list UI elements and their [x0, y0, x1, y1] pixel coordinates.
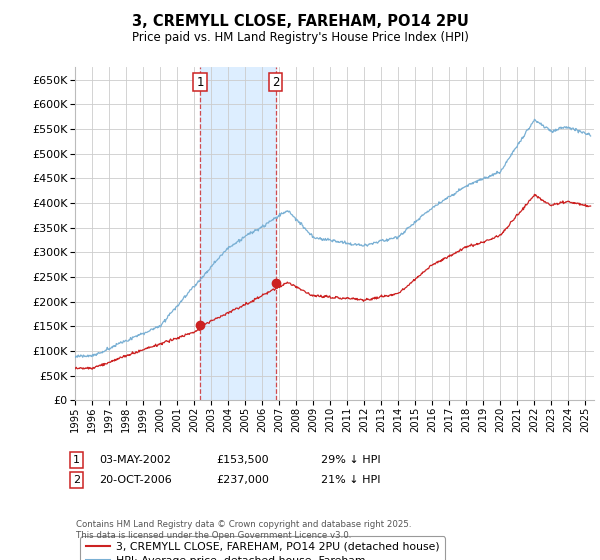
- Text: 2: 2: [73, 475, 80, 485]
- Text: £153,500: £153,500: [216, 455, 269, 465]
- Text: 29% ↓ HPI: 29% ↓ HPI: [321, 455, 380, 465]
- Bar: [200, 67, 276, 400]
- Text: 1: 1: [73, 455, 80, 465]
- Text: 03-MAY-2002: 03-MAY-2002: [99, 455, 171, 465]
- Text: 3, CREMYLL CLOSE, FAREHAM, PO14 2PU: 3, CREMYLL CLOSE, FAREHAM, PO14 2PU: [131, 14, 469, 29]
- Text: £237,000: £237,000: [216, 475, 269, 485]
- Text: 2: 2: [272, 76, 280, 88]
- Text: 1: 1: [196, 76, 204, 88]
- Text: Contains HM Land Registry data © Crown copyright and database right 2025.
This d: Contains HM Land Registry data © Crown c…: [76, 520, 412, 540]
- Legend: 3, CREMYLL CLOSE, FAREHAM, PO14 2PU (detached house), HPI: Average price, detach: 3, CREMYLL CLOSE, FAREHAM, PO14 2PU (det…: [80, 536, 445, 560]
- Text: Price paid vs. HM Land Registry's House Price Index (HPI): Price paid vs. HM Land Registry's House …: [131, 31, 469, 44]
- Text: 20-OCT-2006: 20-OCT-2006: [99, 475, 172, 485]
- Text: 21% ↓ HPI: 21% ↓ HPI: [321, 475, 380, 485]
